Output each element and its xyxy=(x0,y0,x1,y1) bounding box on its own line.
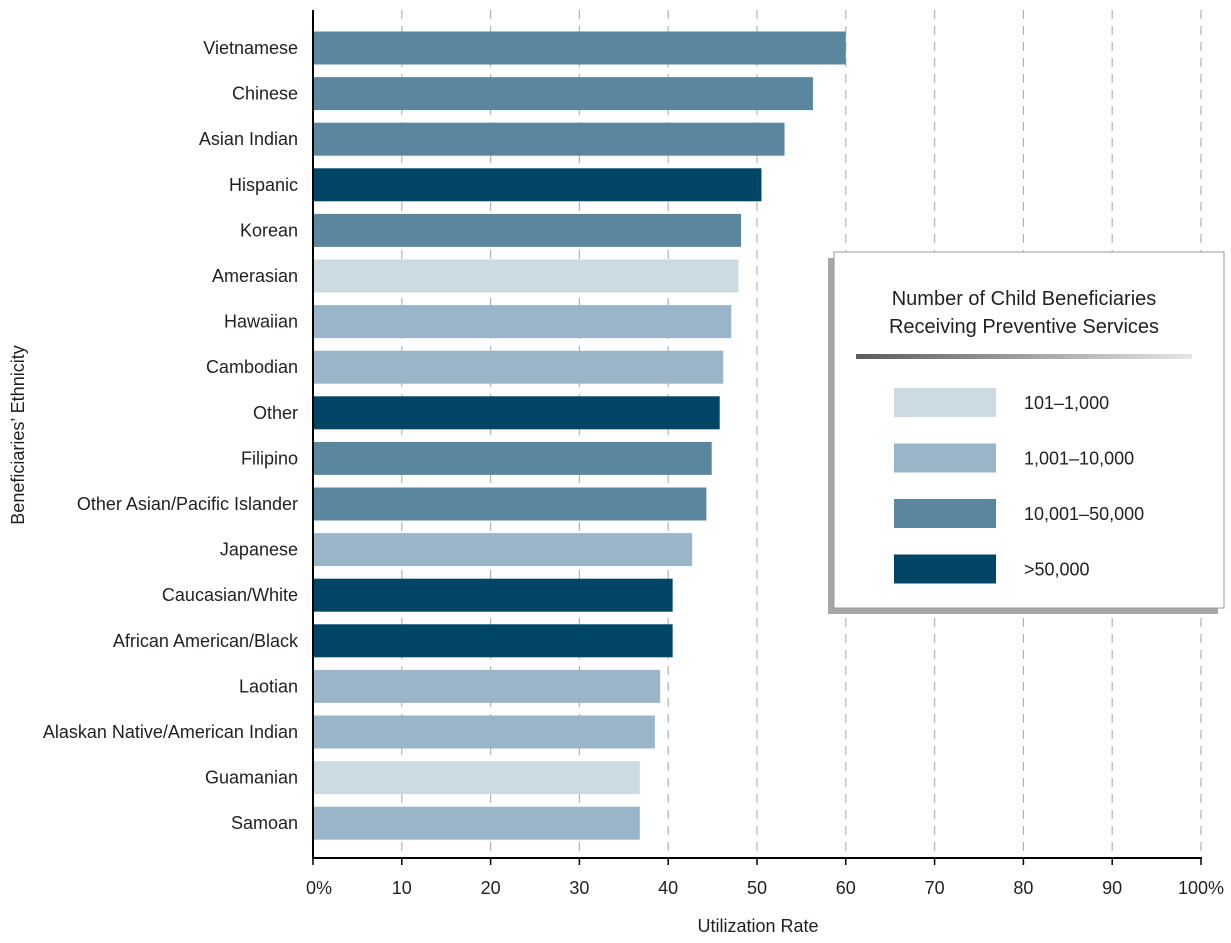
bar xyxy=(313,715,655,749)
category-label: Asian Indian xyxy=(199,129,298,149)
bar xyxy=(313,487,707,521)
bar xyxy=(313,533,693,567)
bar xyxy=(313,806,640,840)
x-tick-labels: 0% 10 20 30 40 50 60 70 80 90 100% xyxy=(306,878,1224,898)
category-label: Cambodian xyxy=(206,357,298,377)
category-label: Laotian xyxy=(239,676,298,696)
category-label: African American/Black xyxy=(113,631,299,651)
x-tick-label: 60 xyxy=(836,878,856,898)
x-tick-label: 50 xyxy=(747,878,767,898)
category-label: Samoan xyxy=(231,813,298,833)
x-tick-label: 90 xyxy=(1102,878,1122,898)
bar xyxy=(313,305,732,339)
category-label: Filipino xyxy=(241,448,298,468)
legend-box xyxy=(833,251,1225,609)
legend-label: 101–1,000 xyxy=(1024,393,1109,413)
category-label: Other Asian/Pacific Islander xyxy=(77,494,298,514)
bar xyxy=(313,31,846,65)
category-label: Hawaiian xyxy=(224,312,298,332)
bar xyxy=(313,259,739,293)
bar xyxy=(313,122,785,156)
axes xyxy=(312,10,1202,865)
bar xyxy=(313,761,640,795)
category-label: Alaskan Native/American Indian xyxy=(43,722,298,742)
legend: Number of Child Beneficiaries Receiving P… xyxy=(828,251,1225,614)
category-label: Other xyxy=(253,403,298,423)
bar xyxy=(313,168,762,202)
bar xyxy=(313,624,673,658)
x-tick-label: 70 xyxy=(925,878,945,898)
x-tick-label: 10 xyxy=(392,878,412,898)
bar xyxy=(313,396,720,430)
bar xyxy=(313,441,712,475)
legend-swatch xyxy=(894,499,996,528)
category-labels: Vietnamese Chinese Asian Indian Hispanic Kor… xyxy=(43,38,299,833)
legend-title: Receiving Preventive Services xyxy=(889,316,1159,338)
bar xyxy=(313,213,742,247)
x-tick-label: 80 xyxy=(1013,878,1033,898)
legend-label: 1,001–10,000 xyxy=(1024,449,1134,469)
legend-swatch xyxy=(894,388,996,417)
category-label: Hispanic xyxy=(229,175,298,195)
y-axis-title: Beneficiaries’ Ethnicity xyxy=(8,345,28,524)
bar xyxy=(313,669,661,703)
legend-swatch xyxy=(894,443,996,473)
legend-divider xyxy=(856,354,1192,359)
x-tick-label: 100% xyxy=(1178,878,1224,898)
category-label: Korean xyxy=(240,220,298,240)
bars xyxy=(313,31,846,840)
bar xyxy=(313,77,813,111)
x-tick-label: 30 xyxy=(569,878,589,898)
x-tick-label: 40 xyxy=(658,878,678,898)
category-label: Caucasian/White xyxy=(162,585,298,605)
category-label: Japanese xyxy=(220,540,298,560)
bar xyxy=(313,350,724,384)
legend-label: >50,000 xyxy=(1024,560,1090,580)
legend-swatch xyxy=(894,554,996,584)
legend-title: Number of Child Beneficiaries xyxy=(892,288,1157,310)
bar xyxy=(313,578,673,612)
x-tick-label: 20 xyxy=(481,878,501,898)
category-label: Vietnamese xyxy=(203,38,298,58)
category-label: Amerasian xyxy=(212,266,298,286)
x-axis-title: Utilization Rate xyxy=(697,916,818,936)
category-label: Chinese xyxy=(232,84,298,104)
category-label: Guamanian xyxy=(205,768,298,788)
legend-label: 10,001–50,000 xyxy=(1024,504,1144,524)
x-tick-label: 0% xyxy=(306,878,332,898)
